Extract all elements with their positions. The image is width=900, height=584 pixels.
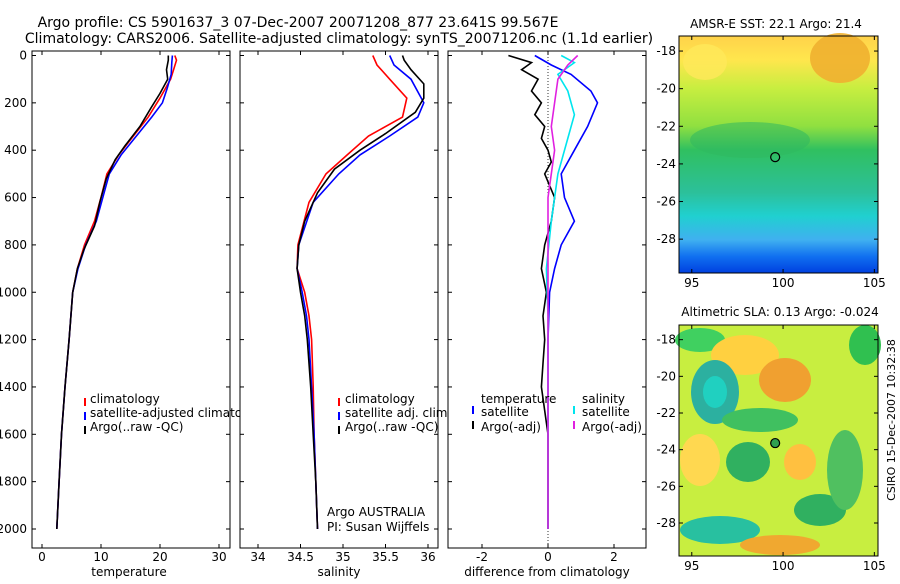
map-frame [678,35,879,274]
y-tick-label: -20 [656,82,676,96]
x-tick-label: 0 [544,550,552,564]
y-tick-label: -28 [656,516,676,530]
x-tick-label: 35.5 [372,550,399,564]
x-tick-label: 20 [152,550,167,564]
sst-warm-patch-2 [683,44,727,80]
temperature-xlabel: temperature [91,565,166,579]
x-tick-label: 95 [684,276,699,290]
y-tick-label: -24 [656,157,676,171]
y-tick-label: 2000 [0,522,27,536]
sst-green-band [690,122,810,158]
x-tick-label: 34.5 [287,550,314,564]
legend-label-temp-satellite: satellite [481,405,529,419]
x-tick-label: 30 [211,550,226,564]
legend-title-temperature: temperature [481,392,556,406]
sla-map-blobs [675,325,881,555]
temperature-frame [31,50,231,549]
y-tick-label: 1200 [0,333,27,347]
difference-panel: temperature satellite Argo(-adj) salinit… [447,50,647,579]
sst-warm-patch [810,33,870,83]
legend-label-temp-argo: Argo(-adj) [481,420,541,434]
sst-map-panel: AMSR-E SST: 22.1 Argo: 21.4 [678,17,879,274]
sst-map-title: AMSR-E SST: 22.1 Argo: 21.4 [690,17,862,31]
y-tick-label: -22 [656,119,676,133]
x-tick-label: 95 [684,559,699,573]
y-tick-label: -26 [656,195,676,209]
legend-label-argo: Argo(..raw -QC) [90,420,183,434]
x-tick-label: 100 [772,276,795,290]
y-tick-label: -18 [656,333,676,347]
temperature-panel: climatology satellite-adjusted climatolo… [31,50,268,579]
y-tick-label: 600 [4,191,27,205]
annotation-pi: PI: Susan Wijffels [327,520,429,534]
x-tick-label: 10 [93,550,108,564]
header-line2: Climatology: CARS2006. Satellite-adjuste… [25,31,653,47]
map-frame [678,324,879,557]
y-tick-label: 0 [19,49,27,63]
salinity-legend: climatology satellite adj. clim. Argo(..… [338,392,451,434]
series-line-magenta [547,54,579,529]
y-tick-label: -28 [656,232,676,246]
x-tick-label: 0 [38,550,46,564]
legend-label-climatology: climatology [345,392,415,406]
y-tick-label: 200 [4,96,27,110]
y-tick-label: 1800 [0,475,27,489]
difference-xlabel: difference from climatology [464,565,630,579]
legend-label-climatology: climatology [90,392,160,406]
x-tick-label: 100 [772,559,795,573]
legend-title-salinity: salinity [582,392,625,406]
x-tick-label: -2 [476,550,488,564]
salinity-xlabel: salinity [317,565,360,579]
legend-label-satellite-adj: satellite adj. clim. [345,406,451,420]
sla-map-title: Altimetric SLA: 0.13 Argo: -0.024 [681,305,878,319]
y-tick-label: 1400 [0,380,27,394]
y-tick-label: -18 [656,44,676,58]
argo-position-marker [770,437,781,449]
x-tick-label: 36 [420,550,435,564]
x-tick-label: 105 [863,276,886,290]
side-label: CSIRO 15-Dec-2007 10:32:38 [885,339,898,501]
y-tick-label: 1600 [0,427,27,441]
x-tick-label: 34 [250,550,265,564]
header-line1: Argo profile: CS 5901637_3 07-Dec-2007 2… [38,15,559,31]
y-tick-label: -22 [656,406,676,420]
y-tick-label: 1000 [0,285,27,299]
salinity-frame [239,50,439,549]
annotation-argo-australia: Argo AUSTRALIA [327,505,426,519]
sla-map-panel: Altimetric SLA: 0.13 Argo: -0.024 [675,305,881,557]
difference-legend: temperature satellite Argo(-adj) salinit… [472,392,642,434]
legend-label-satellite-adjusted: satellite-adjusted climatology [90,406,268,420]
legend-label-sal-satellite: satellite [582,405,630,419]
series-line-black [296,55,425,530]
salinity-panel: climatology satellite adj. clim. Argo(..… [239,50,451,579]
y-tick-label: -24 [656,443,676,457]
argo-position-marker [770,152,781,163]
y-tick-label: 800 [4,238,27,252]
x-tick-label: 35 [335,550,350,564]
y-tick-label: -20 [656,369,676,383]
legend-label-sal-argo: Argo(-adj) [582,420,642,434]
series-line-black [56,55,170,530]
legend-label-argo: Argo(..raw -QC) [345,420,438,434]
y-tick-label: 400 [4,143,27,157]
series-line-blue [296,55,425,530]
temperature-legend: climatology satellite-adjusted climatolo… [84,392,268,434]
y-tick-label: -26 [656,479,676,493]
x-tick-label: 2 [610,550,618,564]
x-tick-label: 105 [863,559,886,573]
